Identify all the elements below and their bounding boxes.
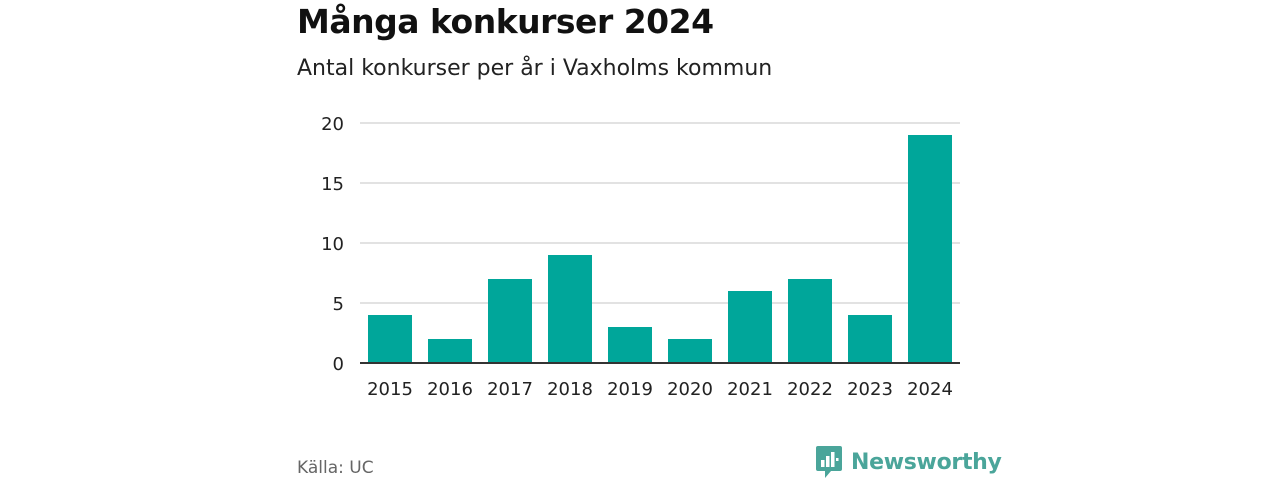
bar-2021[interactable]: [728, 291, 772, 363]
x-tick-label: 2024: [907, 379, 953, 400]
bar-2015[interactable]: [368, 315, 412, 363]
y-tick-label: 10: [321, 234, 344, 255]
y-tick-label: 5: [333, 294, 344, 315]
x-tick-label: 2017: [487, 379, 533, 400]
x-tick-label: 2021: [727, 379, 773, 400]
x-tick-label: 2015: [367, 379, 413, 400]
bar-2024[interactable]: [908, 135, 952, 363]
gridlines: [360, 122, 960, 304]
bar-2017[interactable]: [488, 279, 532, 363]
brand-logo[interactable]: Newsworthy: [815, 445, 1002, 479]
y-axis-ticks: 0 5 10 15 20: [321, 114, 344, 375]
x-tick-label: 2020: [667, 379, 713, 400]
chart-title: Många konkurser 2024: [297, 2, 714, 41]
bar-2022[interactable]: [788, 279, 832, 363]
bar-chart: 0 5 10 15 20 2015 2016 2017 2018 2019 2020 2021 202…: [321, 114, 960, 400]
brand-name: Newsworthy: [851, 449, 1002, 475]
x-tick-label: 2023: [847, 379, 893, 400]
chart-subtitle: Antal konkurser per år i Vaxholms kommun: [297, 56, 773, 81]
y-tick-label: 20: [321, 114, 344, 135]
x-tick-label: 2018: [547, 379, 593, 400]
bars: [368, 135, 952, 363]
bar-2019[interactable]: [608, 327, 652, 363]
bar-2016[interactable]: [428, 339, 472, 363]
bar-2023[interactable]: [848, 315, 892, 363]
x-tick-label: 2019: [607, 379, 653, 400]
x-tick-label: 2022: [787, 379, 833, 400]
source-note: Källa: UC: [297, 458, 374, 478]
y-tick-label: 0: [333, 354, 344, 375]
x-tick-label: 2016: [427, 379, 473, 400]
bar-2020[interactable]: [668, 339, 712, 363]
y-tick-label: 15: [321, 174, 344, 195]
x-axis-ticks: 2015 2016 2017 2018 2019 2020 2021 2022 2023 2024: [367, 379, 953, 400]
newsworthy-logo-icon: [816, 446, 842, 478]
bar-2018[interactable]: [548, 255, 592, 363]
